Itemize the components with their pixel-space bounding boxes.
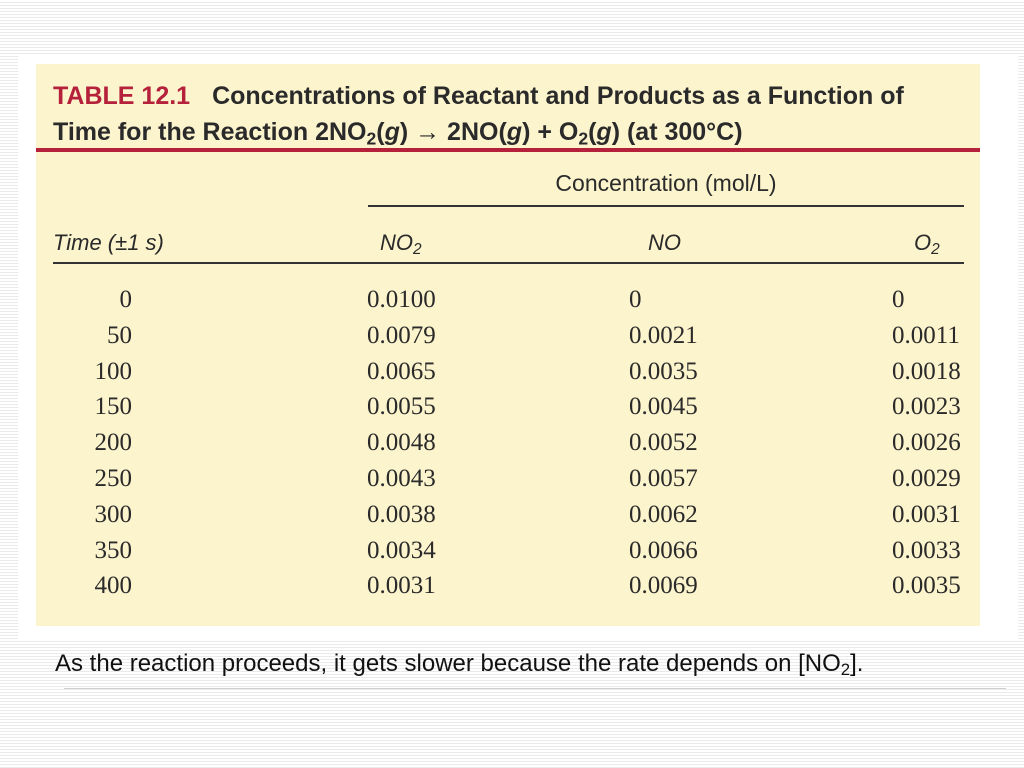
table-row: 300 0.0038 0.0062 0.0031 bbox=[36, 499, 980, 535]
table-row: 400 0.0031 0.0069 0.0035 bbox=[36, 570, 980, 606]
cell-no2: 0.0100 bbox=[367, 286, 436, 313]
cell-no: 0.0035 bbox=[629, 357, 698, 385]
concentration-group-header: Concentration (mol/L) bbox=[555, 170, 777, 196]
cell-o2: 0.0018 bbox=[892, 357, 961, 385]
slide-caption: As the reaction proceeds, it gets slower… bbox=[55, 650, 864, 680]
cell-o2: 0.0033 bbox=[892, 536, 961, 564]
cell-o2: 0.0023 bbox=[892, 393, 961, 421]
cell-time: 50 bbox=[107, 321, 132, 349]
cell-time: 300 bbox=[94, 500, 133, 528]
cell-no: 0.0052 bbox=[629, 429, 698, 457]
cell-time: 200 bbox=[94, 429, 133, 457]
cell-o2: 0.0011 bbox=[892, 321, 960, 349]
table-title: TABLE 12.1 Concentrations of Reactant and… bbox=[53, 78, 973, 150]
table-title-line-2: Time for the Reaction 2NO2(g) → 2NO(g) +… bbox=[53, 118, 743, 149]
column-header-time: Time (±1 s) bbox=[53, 230, 164, 255]
cell-no: 0.0021 bbox=[629, 321, 698, 349]
table-row: 100 0.0065 0.0035 0.0018 bbox=[36, 356, 980, 392]
cell-no: 0.0057 bbox=[629, 464, 698, 492]
column-header-no2: NO2 bbox=[380, 230, 422, 258]
column-header-o2: O2 bbox=[914, 230, 940, 258]
cell-o2: 0.0026 bbox=[892, 429, 961, 457]
title-rule bbox=[36, 148, 980, 152]
cell-no: 0 bbox=[629, 286, 642, 313]
cell-no2: 0.0079 bbox=[367, 321, 436, 349]
table-title-text: Concentrations of Reactant and Products … bbox=[212, 82, 904, 110]
cell-time: 400 bbox=[94, 572, 133, 600]
cell-o2: 0.0031 bbox=[892, 500, 961, 528]
cell-o2: 0.0035 bbox=[892, 572, 961, 600]
cell-no: 0.0062 bbox=[629, 500, 698, 528]
caption-rule bbox=[64, 688, 1006, 689]
table-row: 350 0.0034 0.0066 0.0033 bbox=[36, 535, 980, 571]
table-row: 200 0.0048 0.0052 0.0026 bbox=[36, 427, 980, 463]
cell-no: 0.0066 bbox=[629, 536, 698, 564]
cell-time: 0 bbox=[119, 286, 133, 313]
cell-no2: 0.0055 bbox=[367, 393, 436, 421]
cell-no: 0.0045 bbox=[629, 393, 698, 421]
cell-no2: 0.0065 bbox=[367, 357, 436, 385]
cell-time: 250 bbox=[94, 464, 133, 492]
table-label: TABLE 12.1 bbox=[53, 82, 191, 110]
cell-time: 100 bbox=[94, 357, 133, 385]
cell-no2: 0.0034 bbox=[367, 536, 436, 564]
table-title-line-1: TABLE 12.1 Concentrations of Reactant and… bbox=[53, 78, 973, 114]
column-header-rule bbox=[53, 262, 964, 264]
cell-no2: 0.0048 bbox=[367, 429, 436, 457]
cell-no2: 0.0038 bbox=[367, 500, 436, 528]
cell-no: 0.0069 bbox=[629, 572, 698, 600]
table-body: 0 0.0100 0 0 50 0.0079 0.0021 0.0011 100 0.0065… bbox=[36, 284, 980, 606]
table-row: 250 0.0043 0.0057 0.0029 bbox=[36, 463, 980, 499]
column-header-no: NO bbox=[648, 230, 681, 255]
cell-o2: 0.0029 bbox=[892, 464, 961, 492]
cell-no2: 0.0031 bbox=[367, 572, 436, 600]
data-table: TABLE 12.1 Concentrations of Reactant and… bbox=[36, 64, 980, 626]
table-row: 150 0.0055 0.0045 0.0023 bbox=[36, 391, 980, 427]
cell-time: 150 bbox=[94, 393, 133, 421]
table-row: 50 0.0079 0.0021 0.0011 bbox=[36, 320, 980, 356]
group-header-rule bbox=[368, 205, 964, 207]
table-row: 0 0.0100 0 0 bbox=[36, 284, 980, 320]
cell-time: 350 bbox=[94, 536, 133, 564]
cell-no2: 0.0043 bbox=[367, 464, 436, 492]
cell-o2: 0 bbox=[892, 286, 905, 313]
